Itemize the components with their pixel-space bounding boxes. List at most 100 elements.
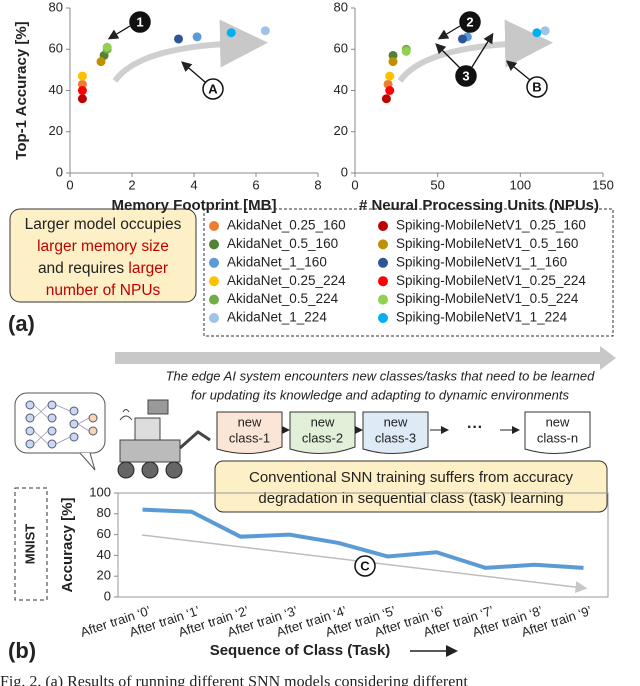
y-tick-label: 20 xyxy=(97,568,111,583)
legend-box xyxy=(203,208,614,337)
point xyxy=(540,26,550,36)
annotation-circle xyxy=(459,11,481,33)
point xyxy=(96,57,106,67)
point xyxy=(388,50,398,60)
y-tick-label: 80 xyxy=(97,505,111,520)
point xyxy=(77,86,87,95)
y-axis-label: Top-1 Accuracy [%] xyxy=(13,21,30,159)
point xyxy=(457,34,467,44)
legend-marker xyxy=(209,239,219,250)
problem-text: degradation in sequential class (task) l… xyxy=(258,490,563,507)
dataset-label: MNIST xyxy=(22,524,37,565)
point xyxy=(192,32,202,42)
legend-label: Spiking-MobileNetV1_1_224 xyxy=(396,310,568,325)
legend-label: AkidaNet_0.25_160 xyxy=(227,218,346,233)
class-label: new xyxy=(311,414,335,429)
x-tick-label: 4 xyxy=(190,177,197,192)
legend-label: AkidaNet_1_224 xyxy=(227,310,327,325)
legend-label: Spiking-MobileNetV1_1_160 xyxy=(396,254,567,269)
annotation-line xyxy=(107,25,131,40)
ellipsis: ··· xyxy=(467,419,483,436)
x-tick-label: 50 xyxy=(430,177,444,192)
legend-marker xyxy=(209,294,219,305)
legend-label: AkidaNet_0.25_224 xyxy=(227,273,346,288)
annotation-line xyxy=(181,61,206,83)
problem-text: Conventional SNN training suffers from a… xyxy=(249,469,574,486)
legend-label: Spiking-MobileNetV1_0.25_160 xyxy=(396,218,586,233)
legend-marker xyxy=(209,313,219,323)
point xyxy=(226,28,236,38)
caption: Fig. 2. (a) Results of running different… xyxy=(0,674,468,686)
y-tick-label: 80 xyxy=(334,0,348,14)
note-text: and requires xyxy=(38,260,128,277)
annotation-circle xyxy=(455,65,477,87)
x-tick-label: 8 xyxy=(314,177,321,192)
annotation-label: A xyxy=(208,81,218,96)
annotation-label: 2 xyxy=(466,14,473,29)
banner-text: for updating its knowledge and adapting … xyxy=(191,387,569,402)
legend-label: Spiking-MobileNetV1_0.5_224 xyxy=(396,291,579,306)
panel-label: (b) xyxy=(8,638,36,663)
point xyxy=(385,86,395,95)
legend-marker xyxy=(378,257,388,268)
trend-arrow xyxy=(112,19,268,83)
x-tick-label: 0 xyxy=(351,177,358,192)
legend-marker xyxy=(378,313,388,323)
class-label: class-2 xyxy=(302,430,343,445)
legend-marker xyxy=(378,294,388,305)
legend-label: Spiking-MobileNetV1_0.25_224 xyxy=(396,273,586,288)
point xyxy=(532,28,542,38)
class-box xyxy=(216,411,283,455)
y-axis-label: Accuracy [%] xyxy=(59,497,76,592)
y-tick-label: 0 xyxy=(104,588,111,603)
legend-marker xyxy=(378,276,388,287)
y-tick-label: 20 xyxy=(334,123,348,138)
legend-label: AkidaNet_1_160 xyxy=(227,254,327,269)
note-box xyxy=(9,208,197,303)
annotation-circle xyxy=(202,78,224,100)
point xyxy=(381,94,391,104)
point xyxy=(174,34,183,44)
class-label: new xyxy=(384,414,408,429)
point xyxy=(77,94,87,104)
class-box xyxy=(362,411,429,455)
timeline-arrow xyxy=(115,346,616,370)
line xyxy=(142,507,584,570)
x-tick-label: 6 xyxy=(252,177,259,192)
annotation-label: 1 xyxy=(136,14,143,29)
y-tick-label: 40 xyxy=(334,82,348,97)
y-tick-label: 20 xyxy=(49,123,63,138)
x-axis-label: # Neural Processing Units (NPUs) xyxy=(359,197,599,214)
point xyxy=(388,57,398,67)
annotation-label: 3 xyxy=(462,68,469,83)
class-label: class-3 xyxy=(375,430,416,445)
annotation-circle xyxy=(354,555,376,577)
class-label: class-1 xyxy=(229,430,270,445)
class-label: new xyxy=(546,414,570,429)
dataset-box xyxy=(14,487,48,601)
annotation-line xyxy=(435,43,461,69)
legend-marker xyxy=(209,257,219,268)
x-tick-label: 100 xyxy=(509,177,531,192)
y-tick-label: 60 xyxy=(49,41,63,56)
class-label: class-n xyxy=(537,430,578,445)
note-text: Larger model occupies xyxy=(25,216,182,233)
x-tick-label: 2 xyxy=(128,177,135,192)
plot-frame xyxy=(117,492,609,598)
legend-marker xyxy=(378,221,388,231)
y-tick-label: 40 xyxy=(97,547,111,562)
note-text: and requires larger xyxy=(38,260,168,277)
annotation-line xyxy=(471,32,494,68)
point xyxy=(102,42,112,52)
point xyxy=(260,26,270,36)
problem-box xyxy=(214,460,608,513)
annotation-circle xyxy=(129,11,151,33)
point xyxy=(77,79,87,89)
legend-label: AkidaNet_0.5_224 xyxy=(227,291,339,306)
legend-label: AkidaNet_0.5_160 xyxy=(227,236,338,251)
x-tick-label: 150 xyxy=(592,177,614,192)
y-tick-label: 0 xyxy=(341,164,348,179)
y-tick-label: 60 xyxy=(97,526,111,541)
banner-text: The edge AI system encounters new classe… xyxy=(166,368,596,383)
